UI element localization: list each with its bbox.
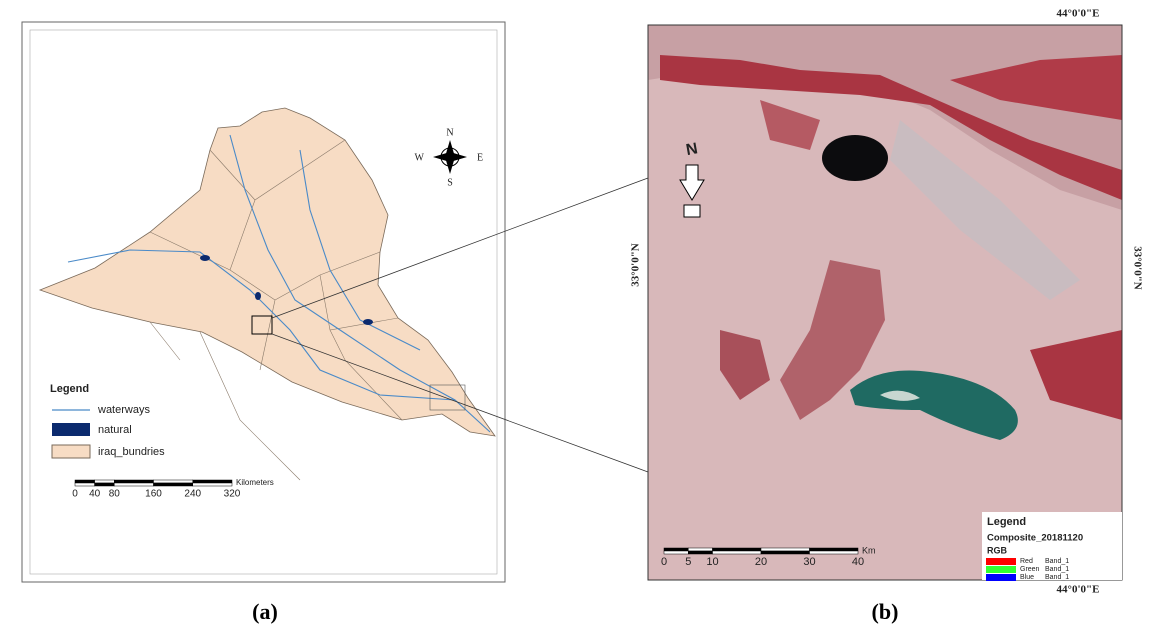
lat-label: 33°0'0"N (1131, 246, 1143, 290)
scale-segment (688, 551, 712, 554)
legend-items: Red Band_1 Green Band_1 Blue Band_1 (986, 558, 1069, 581)
lon-label: 44°0'0"E (1057, 8, 1100, 20)
caption: (b) (872, 599, 899, 624)
compass-e: E (477, 152, 483, 163)
legend-label: waterways (97, 404, 150, 416)
satellite-image (648, 25, 1122, 580)
legend-swatch (986, 566, 1016, 573)
legend-label: Blue (1020, 574, 1034, 581)
scale-segment (664, 548, 688, 551)
scale-label: 10 (706, 556, 718, 568)
scale-unit: Km (862, 545, 876, 555)
page: {"panel_a": {"caption": "(a)", "compass"… (0, 0, 1150, 637)
scale-segment (95, 483, 115, 486)
legend-label: natural (98, 424, 132, 436)
legend-label: Green (1020, 566, 1040, 573)
legend-label: Red (1020, 558, 1033, 565)
legend-swatch (986, 558, 1016, 565)
legend-title: Legend (987, 516, 1026, 528)
natural-water (363, 319, 373, 325)
scale-label: 40 (852, 556, 864, 568)
scale-segment (761, 551, 810, 554)
scale-label: 5 (685, 556, 691, 568)
scale-segment (810, 548, 859, 551)
lat-label: 33°0'0"N (630, 243, 642, 287)
scale-segment (688, 548, 712, 551)
figure: N S W E Legend waterways natural iraq_bu… (0, 0, 1150, 637)
scale-segment (95, 480, 115, 483)
legend-swatch (52, 423, 90, 436)
scale-label: 240 (184, 489, 201, 500)
lon-label: 44°0'0"E (1057, 584, 1100, 596)
caption: (a) (252, 599, 278, 624)
scale-label: 320 (224, 489, 241, 500)
scale-segment (154, 480, 193, 483)
scale-segment (713, 551, 762, 554)
scale-label: 20 (755, 556, 767, 568)
legend-label: Band_1 (1045, 566, 1069, 573)
legend-title: Legend (50, 383, 89, 395)
scale-label: 30 (803, 556, 815, 568)
legend-swatch (52, 445, 90, 458)
scale-segment (75, 483, 95, 486)
natural-water (200, 255, 210, 261)
legend-label: Band_1 (1045, 558, 1069, 565)
scale-label: 160 (145, 489, 162, 500)
scale-label: 0 (661, 556, 667, 568)
scale-segment (193, 480, 232, 483)
compass-n: N (446, 127, 453, 138)
compass-w: W (415, 152, 425, 163)
scale-segment (761, 548, 810, 551)
legend-label: Band_1 (1045, 574, 1069, 581)
compass-s: S (447, 177, 453, 188)
natural-water (255, 292, 261, 300)
legend-subtitle: RGB (987, 545, 1008, 555)
scale-segment (193, 483, 232, 486)
scale-label: 40 (89, 489, 101, 500)
legend-swatch (986, 574, 1016, 581)
scale-segment (75, 480, 95, 483)
scale-label: 0 (72, 489, 78, 500)
scale-segment (713, 548, 762, 551)
legend-label: iraq_bundries (98, 446, 165, 458)
scale-label: 80 (109, 489, 121, 500)
scale-segment (664, 551, 688, 554)
scale-unit: Kilometers (236, 478, 274, 487)
scale-segment (114, 483, 153, 486)
legend-layer: Composite_20181120 (987, 533, 1083, 544)
scale-segment (114, 480, 153, 483)
scale-segment (154, 483, 193, 486)
scale-segment (810, 551, 859, 554)
